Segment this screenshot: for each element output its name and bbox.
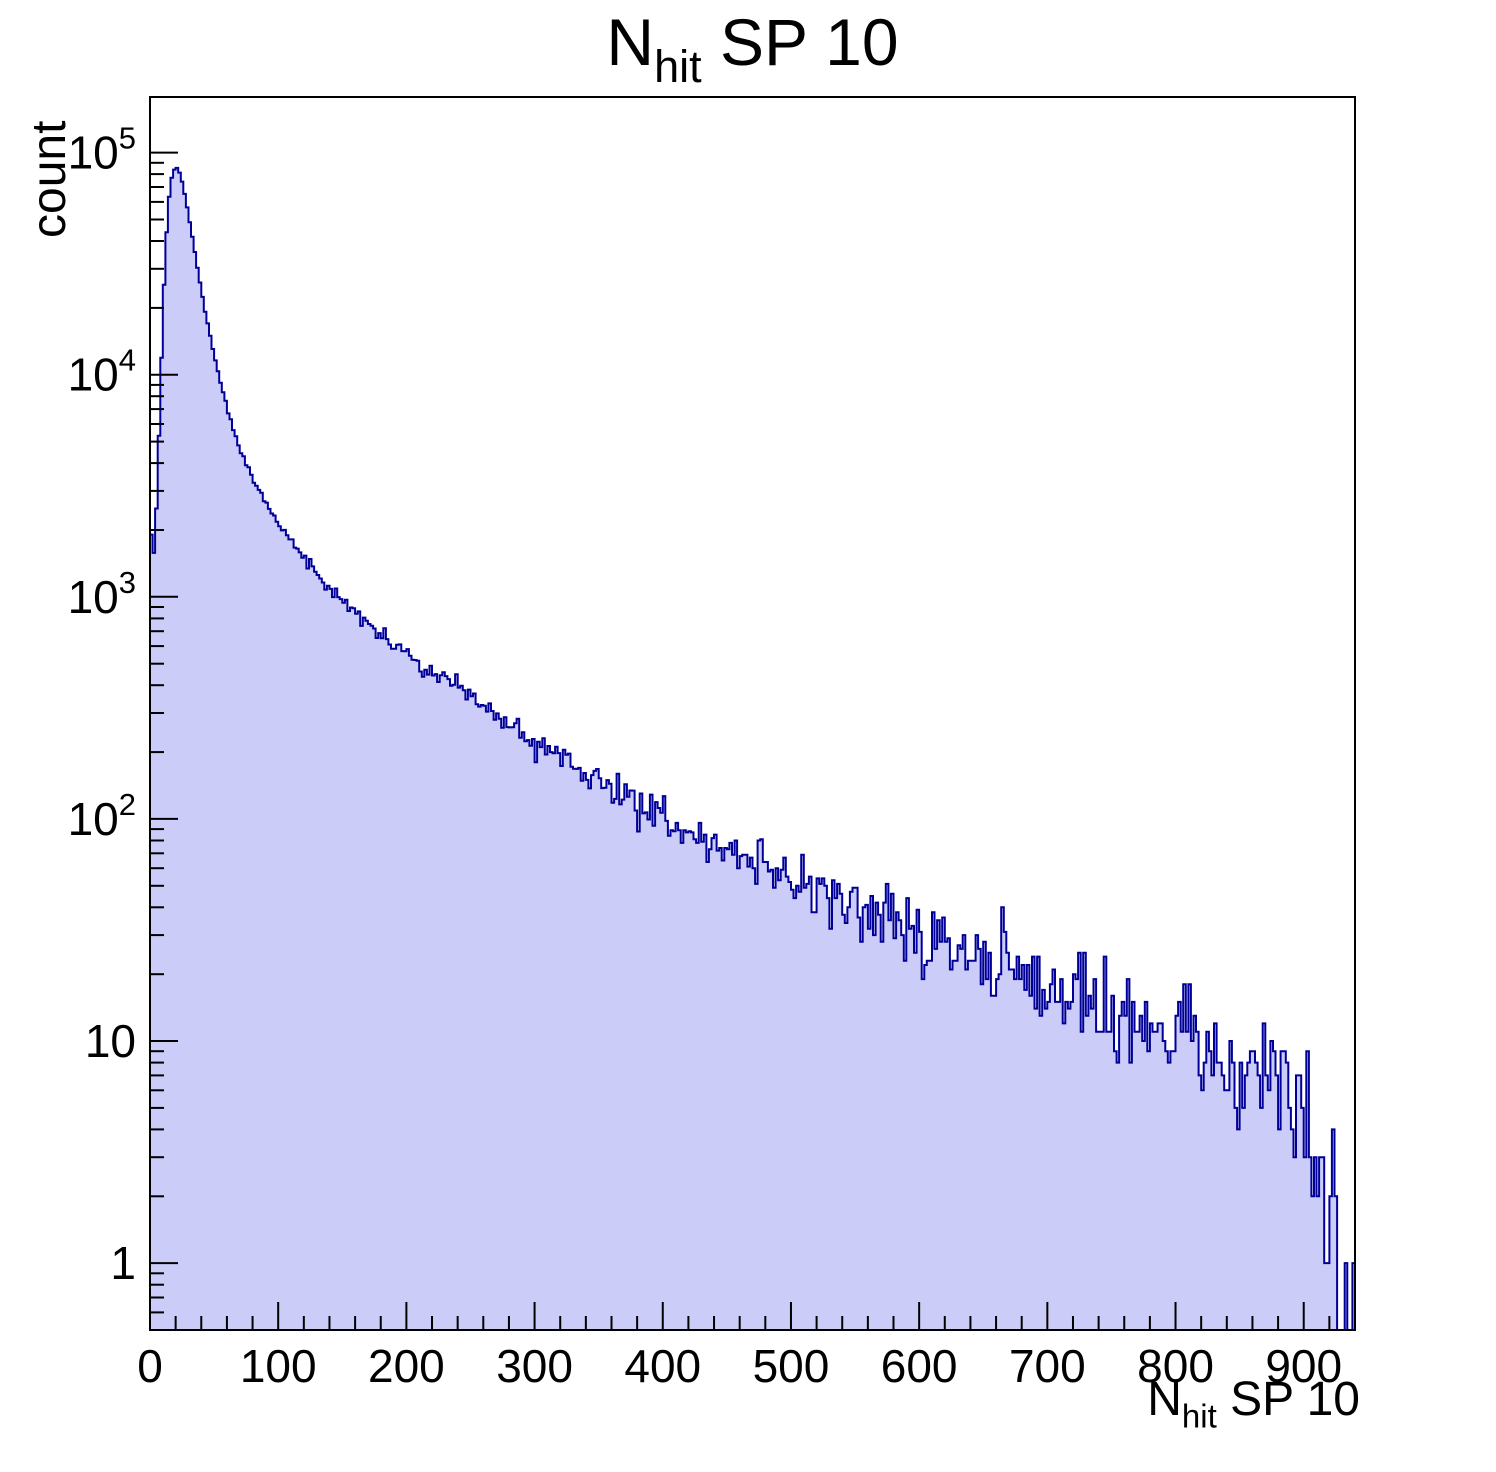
x-tick-label: 700 <box>1009 1340 1086 1392</box>
histogram-area <box>149 166 1356 1331</box>
x-tick-label: 0 <box>137 1340 163 1392</box>
x-axis-title-subscript: hit <box>1181 1397 1217 1435</box>
x-axis-title-rest: SP 10 <box>1216 1373 1360 1426</box>
y-tick-label: 104 <box>68 343 136 401</box>
chart-title: Nhit SP 10 <box>150 6 1355 92</box>
chart-title-subscript: hit <box>654 41 702 93</box>
x-tick-label: 500 <box>753 1340 830 1392</box>
chart-title-rest: SP 10 <box>701 5 899 79</box>
x-tick-label: 900 <box>1265 1340 1342 1392</box>
y-axis-title: count <box>23 120 76 238</box>
y-axis: 1 10 102 103 104 105 <box>68 121 178 1314</box>
y-tick-label: 10 <box>85 1015 136 1067</box>
x-tick-label: 800 <box>1137 1340 1214 1392</box>
x-tick-label: 300 <box>496 1340 573 1392</box>
y-tick-label: 105 <box>68 121 136 179</box>
y-tick-label: 103 <box>68 565 136 623</box>
chart-title-main: N <box>606 5 655 79</box>
x-tick-label: 100 <box>240 1340 317 1392</box>
y-tick-label: 102 <box>68 787 136 845</box>
x-axis-title-main: N <box>1147 1373 1182 1426</box>
x-axis: 0 100 200 300 400 500 600 700 800 900 <box>137 1302 1356 1392</box>
y-tick-label: 1 <box>110 1237 136 1289</box>
x-tick-label: 600 <box>881 1340 958 1392</box>
histogram-series <box>149 166 1356 1331</box>
x-tick-label: 400 <box>624 1340 701 1392</box>
x-tick-label: 200 <box>368 1340 445 1392</box>
x-axis-title: Nhit SP 10 <box>150 1372 1360 1436</box>
